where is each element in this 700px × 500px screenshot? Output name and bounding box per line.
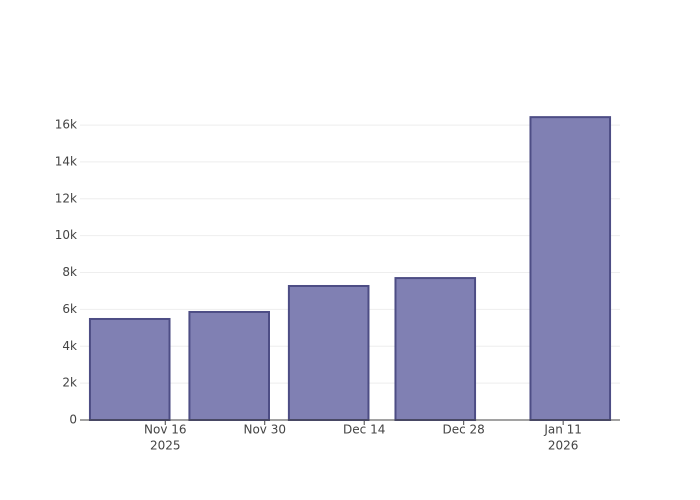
y-tick-label: 6k — [62, 302, 77, 316]
bar — [529, 116, 612, 422]
y-tick-label: 16k — [55, 118, 77, 132]
x-tick-label: Nov 30 — [243, 423, 286, 437]
x-tick-sublabel: 2025 — [150, 439, 181, 453]
bar — [88, 317, 171, 421]
x-tick-label: Dec 14 — [343, 423, 385, 437]
bar — [188, 310, 270, 421]
y-tick-label: 14k — [55, 154, 77, 168]
y-tick-label: 12k — [55, 191, 77, 205]
y-tick-label: 8k — [62, 265, 77, 279]
y-tick-label: 10k — [55, 228, 77, 242]
x-tick-sublabel: 2026 — [548, 439, 579, 453]
x-tick-label: Jan 11 — [543, 423, 582, 437]
bar — [287, 284, 370, 421]
x-tick-label: Dec 28 — [443, 423, 485, 437]
y-tick-label: 4k — [62, 339, 77, 353]
x-tick-label: Nov 16 — [144, 423, 187, 437]
bar — [394, 277, 477, 421]
y-tick-label: 2k — [62, 376, 77, 390]
y-tick-label: 0 — [69, 413, 77, 427]
